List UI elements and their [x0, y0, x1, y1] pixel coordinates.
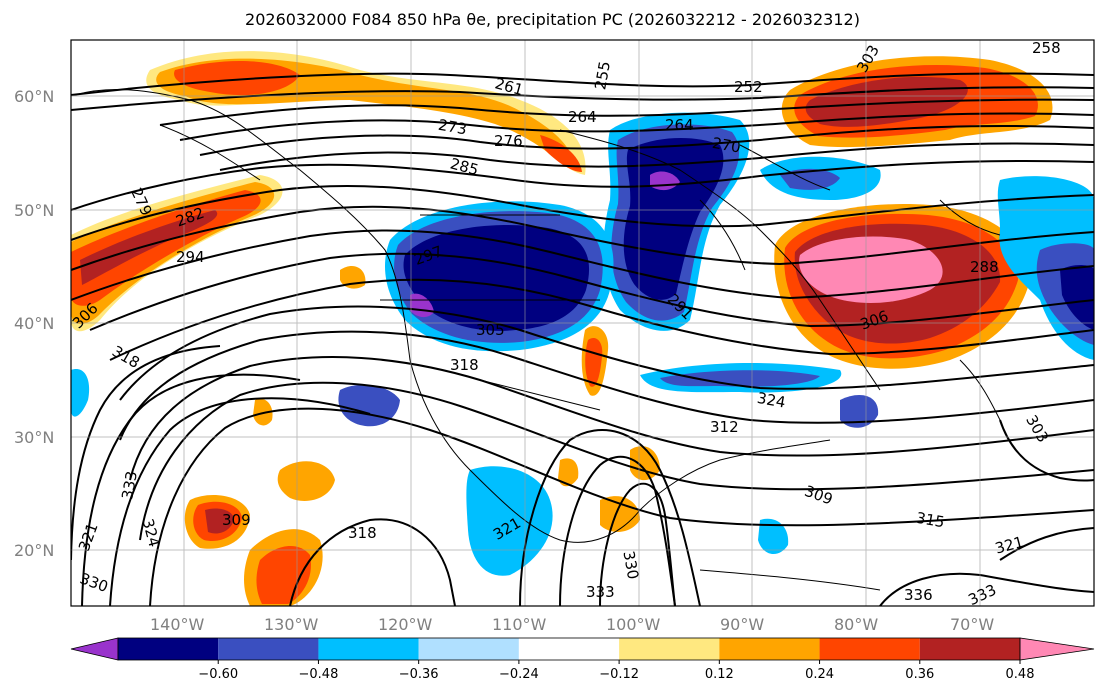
contour-label: 273: [437, 116, 468, 139]
lat-label: 50°N: [14, 201, 54, 220]
colorbar-swatch: [518, 638, 620, 660]
lat-label: 40°N: [14, 314, 54, 333]
longitude-labels: 140°W 130°W 120°W 110°W 100°W 90°W 80°W …: [150, 615, 994, 634]
graticule: [71, 40, 1094, 606]
colorbar: −0.60 −0.48 −0.36 −0.24 −0.12 0.12 0.24 0.36 0.4…: [70, 637, 1095, 682]
colorbar-swatch: [919, 638, 1020, 660]
colorbar-tick-label: −0.12: [599, 667, 639, 682]
lat-label: 20°N: [14, 541, 54, 560]
lon-label: 70°W: [950, 615, 994, 634]
contour-label: 264: [665, 116, 694, 134]
colorbar-swatch: [118, 638, 219, 660]
contour-label: 305: [476, 321, 505, 339]
contour-label: 288: [970, 258, 999, 276]
map-area: 279 282 294 306 318 333 324 321 330 309 …: [71, 39, 1094, 606]
contour-label: 330: [619, 549, 642, 580]
colorbar-swatch: [218, 638, 319, 660]
colorbar-extend-high: [1019, 637, 1095, 661]
contour-label: 255: [591, 60, 614, 91]
lon-label: 90°W: [720, 615, 764, 634]
colorbar-swatch: [318, 638, 419, 660]
contour-label: 324: [756, 389, 787, 412]
coastlines: [74, 89, 1001, 591]
lon-label: 140°W: [150, 615, 205, 634]
colorbar-swatch: [819, 638, 920, 660]
colorbar-swatch: [619, 638, 720, 660]
lon-label: 120°W: [378, 615, 433, 634]
colorbar-tick-label: −0.36: [399, 667, 439, 682]
colorbar-extend-low: [70, 637, 119, 661]
contour-label: 276: [494, 132, 523, 150]
colorbar-swatch: [719, 638, 820, 660]
colorbar-frame: [117, 637, 1021, 661]
lon-label: 110°W: [492, 615, 547, 634]
contour-label: 333: [118, 470, 141, 501]
chart-title: 2026032000 F084 850 hPa θe, precipitatio…: [245, 10, 860, 29]
theta-e-contours: [71, 72, 1094, 606]
contour-label: 309: [222, 511, 251, 529]
colorbar-tick-label: −0.24: [499, 667, 539, 682]
contour-label: 258: [1032, 39, 1061, 57]
lon-label: 80°W: [834, 615, 878, 634]
colorbar-tick-label: −0.48: [299, 667, 339, 682]
contour-label: 333: [586, 583, 615, 601]
contour-label: 315: [915, 509, 946, 532]
contour-label: 252: [734, 78, 763, 96]
map-frame: [70, 39, 1095, 607]
colorbar-tick-label: −0.60: [198, 667, 238, 682]
lon-label: 100°W: [606, 615, 661, 634]
latitude-labels: 60°N 50°N 40°N 30°N 20°N: [14, 87, 54, 560]
contour-label: 336: [904, 586, 933, 604]
colorbar-tick-label: 0.36: [905, 667, 934, 682]
contour-label: 270: [711, 134, 742, 157]
contour-label: 318: [450, 356, 479, 374]
contour-label: 264: [568, 108, 597, 126]
colorbar-swatch: [418, 638, 519, 660]
lon-label: 130°W: [264, 615, 319, 634]
contour-label: 294: [176, 248, 205, 266]
colorbar-tick-label: 0.48: [1006, 667, 1035, 682]
colorbar-tick-label: 0.24: [805, 667, 834, 682]
lat-label: 30°N: [14, 428, 54, 447]
colorbar-tick-label: 0.12: [705, 667, 734, 682]
contour-label: 318: [348, 524, 377, 542]
lat-label: 60°N: [14, 87, 54, 106]
contour-label: 312: [710, 418, 739, 436]
